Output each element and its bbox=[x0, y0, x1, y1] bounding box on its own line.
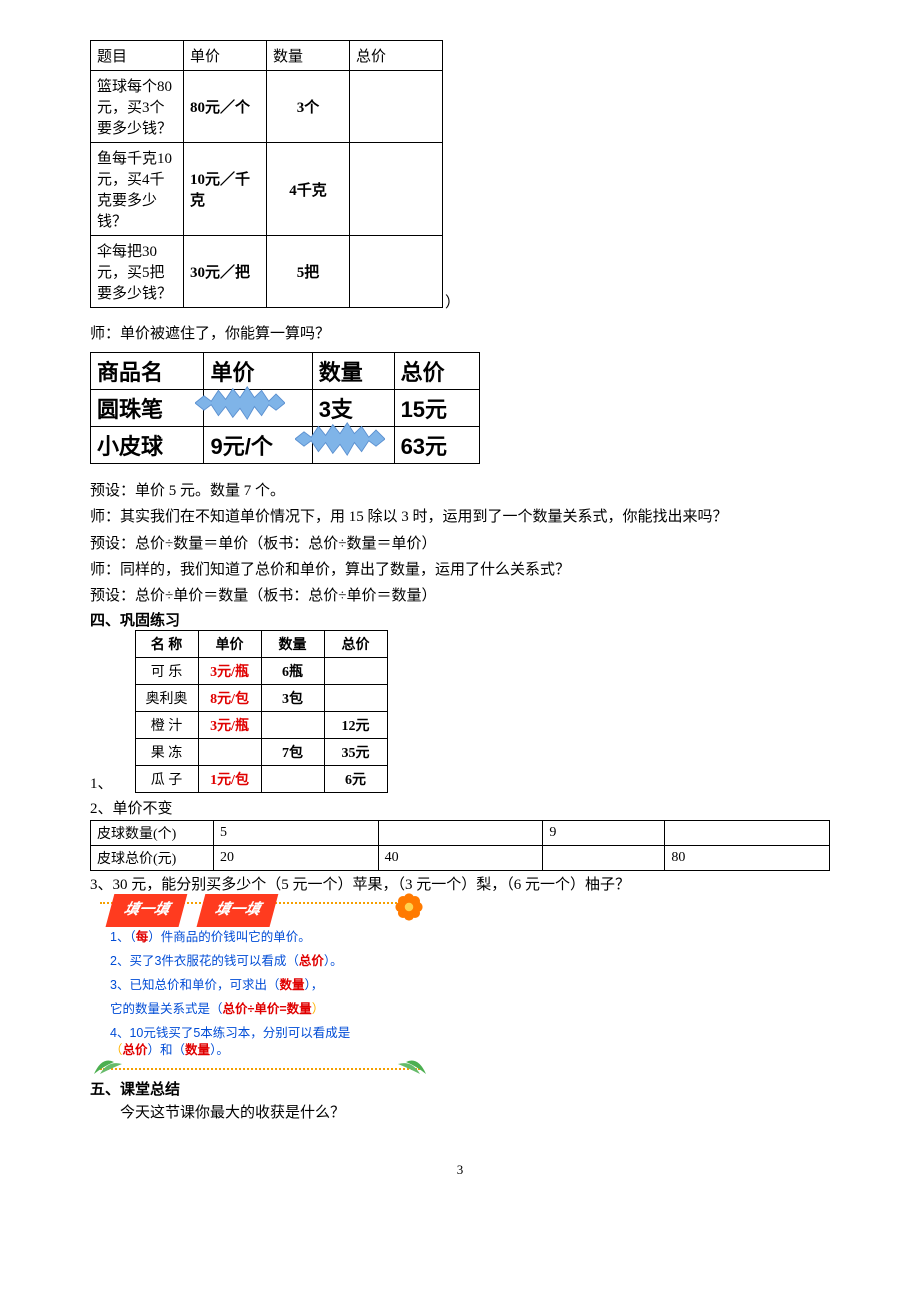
table-row: 奥利奥8元/包3包 bbox=[135, 685, 387, 712]
item-2-lead: 2、单价不变 bbox=[90, 797, 830, 818]
leaf-icon bbox=[396, 1054, 426, 1074]
section-5-title: 五、课堂总结 bbox=[90, 1078, 830, 1099]
table-row: 瓜 子1元/包6元 bbox=[135, 766, 387, 793]
fill-blank-box: 填一填 填一填 1、（每）件商品的价钱叫它的单价。 2、买了3件衣服花的钱可以看… bbox=[100, 902, 420, 1070]
table-row: 可 乐3元/瓶6瓶 bbox=[135, 658, 387, 685]
banner-label-2: 填一填 bbox=[197, 894, 279, 927]
section-5-body: 今天这节课你最大的收获是什么？ bbox=[90, 1101, 830, 1122]
ball-price-table: 皮球数量(个) 5 9 皮球总价(元) 20 40 80 bbox=[90, 820, 830, 871]
starburst-icon bbox=[195, 384, 285, 422]
table-row: 鱼每千克10元，买4千克要多少钱？ 10元／千克 4千克 bbox=[91, 143, 443, 236]
item-1-lead: 1、 bbox=[90, 772, 113, 793]
practice-table: 名 称 单价 数量 总价 可 乐3元/瓶6瓶 奥利奥8元/包3包 橙 汁3元/瓶… bbox=[135, 630, 388, 793]
hidden-price-table-wrap: 商品名 单价 数量 总价 圆珠笔 3支 15元 小皮球 9元/个 63元 bbox=[90, 352, 480, 464]
table-row: 皮球总价(元) 20 40 80 bbox=[91, 846, 830, 871]
table-row: 篮球每个80元，买3个要多少钱？ 80元／个 3个 bbox=[91, 71, 443, 143]
table-row: 皮球数量(个) 5 9 bbox=[91, 821, 830, 846]
table-row: 橙 汁3元/瓶12元 bbox=[135, 712, 387, 739]
starburst-icon bbox=[295, 420, 385, 458]
banner-label-1: 填一填 bbox=[106, 894, 188, 927]
dialogue-block: 预设：单价 5 元。数量 7 个。 师：其实我们在不知道单价情况下，用 15 除… bbox=[90, 478, 830, 609]
banner: 填一填 填一填 bbox=[110, 894, 274, 927]
th-total: 总价 bbox=[350, 41, 443, 71]
th-topic: 题目 bbox=[91, 41, 184, 71]
table-row: 圆珠笔 3支 15元 bbox=[91, 390, 480, 427]
fill-line-5: 4、10元钱买了5本练习本，分别可以看成是 （总价）和（数量）。 bbox=[110, 1025, 410, 1058]
problems-table: 题目 单价 数量 总价 篮球每个80元，买3个要多少钱？ 80元／个 3个 鱼每… bbox=[90, 40, 443, 308]
item-3: 3、30 元，能分别买多少个（5 元一个）苹果，（3 元一个）梨，（6 元一个）… bbox=[90, 873, 830, 894]
trailing-paren: ） bbox=[445, 291, 460, 312]
table-row: 果 冻7包35元 bbox=[135, 739, 387, 766]
page-number: 3 bbox=[90, 1162, 830, 1178]
fill-line-1: 1、（每）件商品的价钱叫它的单价。 bbox=[110, 926, 410, 950]
fill-line-3: 3、已知总价和单价，可求出（数量）， bbox=[110, 974, 410, 998]
th-qty: 数量 bbox=[267, 41, 350, 71]
flower-icon bbox=[392, 890, 426, 924]
th-unitprice: 单价 bbox=[184, 41, 267, 71]
section-4-title: 四、巩固练习 bbox=[90, 609, 830, 630]
table-row: 小皮球 9元/个 63元 bbox=[91, 427, 480, 464]
table-row: 伞每把30元，买5把要多少钱？ 30元／把 5把 bbox=[91, 236, 443, 308]
fill-line-2: 2、买了3件衣服花的钱可以看成（总价）。 bbox=[110, 950, 410, 974]
leaf-icon bbox=[94, 1054, 124, 1074]
teacher-line-1: 师：单价被遮住了，你能算一算吗？ bbox=[90, 322, 830, 346]
hidden-price-table: 商品名 单价 数量 总价 圆珠笔 3支 15元 小皮球 9元/个 63元 bbox=[90, 352, 480, 464]
fill-line-4: 它的数量关系式是（总价÷单价=数量） bbox=[110, 998, 410, 1022]
